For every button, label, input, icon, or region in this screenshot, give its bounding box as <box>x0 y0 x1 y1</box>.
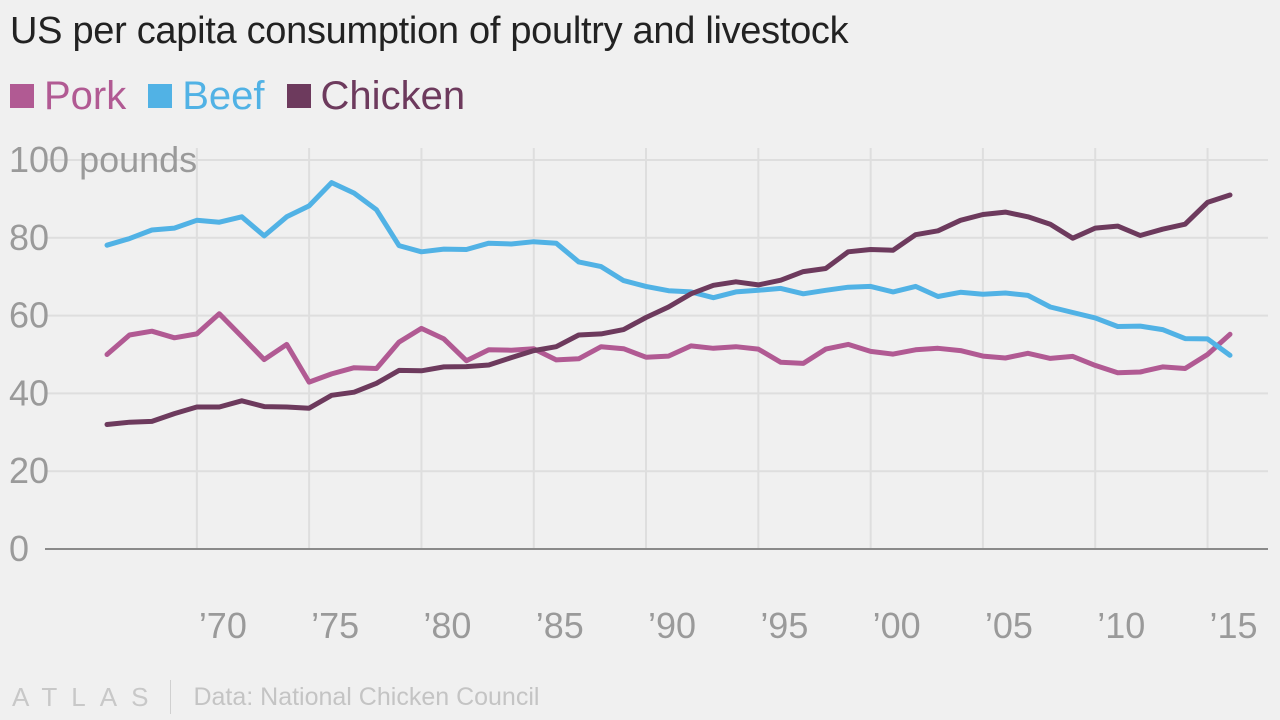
series-line-beef <box>104 180 1233 358</box>
footer: ATLAS Data: National Chicken Council <box>12 680 539 714</box>
x-tick-label: ’15 <box>1210 605 1258 646</box>
legend-swatch-chicken <box>286 84 311 108</box>
series-layer <box>104 180 1233 427</box>
legend-swatch-beef <box>148 84 173 108</box>
legend-item-pork: Pork <box>10 74 126 118</box>
legend-item-beef: Beef <box>148 74 265 118</box>
legend-swatch-pork <box>10 84 34 108</box>
chart-title: US per capita consumption of poultry and… <box>10 10 849 52</box>
series-line-chicken <box>104 192 1233 427</box>
legend: Pork Beef Chicken <box>10 74 487 118</box>
x-tick-label: ’00 <box>873 605 921 646</box>
x-tick-label: ’95 <box>760 605 808 646</box>
legend-label-chicken: Chicken <box>320 74 466 118</box>
axis-layer: 0 20 40 60 80 100 pounds ’70 ’75 ’80 ’85 ’90 ’95 ’00… <box>9 139 1258 646</box>
grid-layer <box>45 148 1268 550</box>
y-tick-label: 20 <box>9 450 49 491</box>
x-tick-label: ’85 <box>536 605 584 646</box>
footer-divider <box>170 680 172 714</box>
x-tick-label: ’75 <box>311 605 359 646</box>
x-tick-label: ’80 <box>423 605 471 646</box>
x-tick-label: ’70 <box>199 605 247 646</box>
y-tick-label: 40 <box>9 372 49 413</box>
legend-item-chicken: Chicken <box>286 74 466 118</box>
y-tick-label: 100 pounds <box>9 139 197 180</box>
legend-label-pork: Pork <box>44 74 127 118</box>
series-line-pork <box>104 311 1233 385</box>
y-tick-label: 80 <box>9 217 49 258</box>
x-tick-label: ’90 <box>648 605 696 646</box>
x-tick-label: ’10 <box>1097 605 1145 646</box>
atlas-logo: ATLAS <box>12 681 163 712</box>
y-tick-label: 60 <box>9 295 49 336</box>
x-tick-label: ’05 <box>985 605 1033 646</box>
legend-label-beef: Beef <box>182 74 265 118</box>
data-source: Data: National Chicken Council <box>193 682 540 711</box>
y-tick-label: 0 <box>9 528 29 569</box>
